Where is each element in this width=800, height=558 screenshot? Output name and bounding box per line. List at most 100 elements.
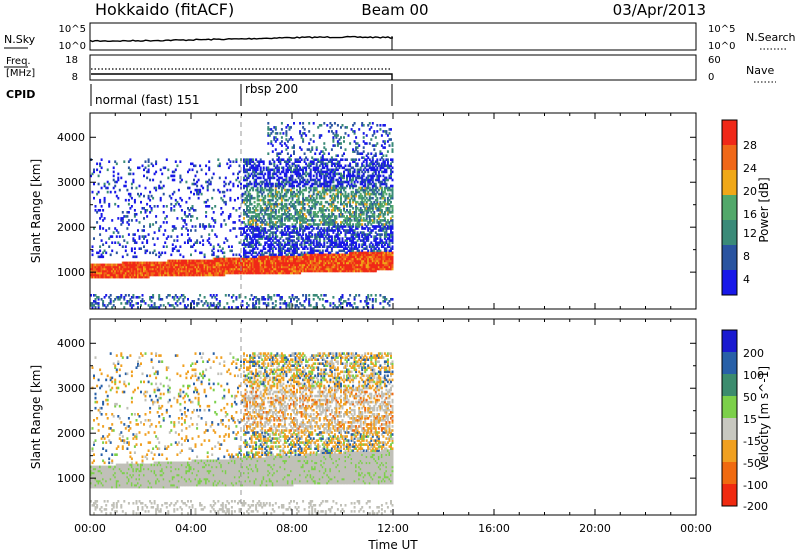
power-cell (273, 160, 275, 163)
power-cell (114, 241, 116, 244)
power-cell (258, 306, 260, 309)
power-cell (167, 235, 169, 238)
power-cell (195, 175, 197, 178)
power-cell (232, 300, 234, 303)
power-cell (281, 140, 283, 143)
power-cell (95, 306, 97, 309)
noise-right-tick-top: 10^5 (708, 24, 735, 35)
power-cell (149, 223, 151, 226)
power-cell (322, 298, 324, 301)
power-cell (142, 165, 144, 168)
power-cell (325, 294, 327, 297)
power-cell (181, 209, 183, 212)
power-cell (149, 179, 151, 182)
power-cell (281, 144, 283, 147)
power-cell (120, 294, 122, 297)
power-cell (282, 132, 284, 135)
power-cell (320, 201, 322, 204)
power-cell (257, 187, 259, 190)
noise-sky-trace (90, 37, 393, 42)
power-cell (239, 241, 241, 244)
power-cell (313, 140, 315, 143)
power-cell (358, 158, 360, 161)
power-cell (193, 306, 195, 309)
power-cell (166, 158, 168, 161)
power-cell (249, 298, 251, 301)
power-cell (272, 144, 274, 147)
power-cell (201, 235, 203, 238)
power-cell (290, 158, 292, 161)
power-cell (292, 175, 294, 178)
power-cell (104, 217, 106, 220)
power-cell (102, 300, 104, 303)
power-cell (355, 294, 357, 297)
power-cell (239, 294, 241, 297)
power-cell (237, 177, 239, 180)
power-cell (304, 207, 306, 210)
power-cell (366, 142, 368, 145)
power-cell (232, 173, 234, 176)
power-cell (349, 142, 351, 145)
power-cell (328, 152, 330, 155)
power-cell (161, 252, 163, 255)
power-cell (116, 163, 118, 166)
power-cell (369, 142, 371, 145)
power-cell (104, 197, 106, 200)
power-cell (102, 227, 104, 230)
power-cell (369, 122, 371, 125)
power-cell (143, 229, 145, 232)
power-cell (187, 298, 189, 301)
power-cell (96, 169, 98, 172)
power-cell (123, 306, 125, 309)
power-cell (217, 158, 219, 161)
power-cell (349, 209, 351, 212)
power-cell (334, 122, 336, 125)
power-cell (257, 209, 259, 212)
power-cell (163, 205, 165, 208)
power-cell (170, 197, 172, 200)
power-cell (223, 191, 225, 194)
power-cell (185, 201, 187, 204)
power-cell (349, 294, 351, 297)
power-cell (211, 229, 213, 232)
power-cell (178, 250, 180, 253)
power-cell (322, 250, 324, 253)
power-cell (136, 241, 138, 244)
power-cell (305, 187, 307, 190)
power-cell (102, 243, 104, 246)
power-cell (292, 294, 294, 297)
power-cell (170, 254, 172, 257)
power-cell (220, 207, 222, 210)
power-cell (305, 215, 307, 218)
power-cell (132, 304, 134, 307)
power-cell (293, 122, 295, 125)
power-cell (320, 294, 322, 297)
power-cell (137, 306, 139, 309)
power-cell (160, 304, 162, 307)
power-cell (299, 187, 301, 190)
power-cell (145, 302, 147, 305)
power-cell (275, 209, 277, 212)
power-cell (205, 173, 207, 176)
power-cell (148, 165, 150, 168)
power-cell (346, 158, 348, 161)
power-cell (166, 205, 168, 208)
power-cell (348, 298, 350, 301)
power-cell (132, 179, 134, 182)
power-cell (148, 158, 150, 161)
power-cell (164, 252, 166, 255)
power-cell (223, 219, 225, 222)
power-cell (331, 235, 333, 238)
power-cell (134, 247, 136, 250)
power-cell (108, 183, 110, 186)
power-cell (214, 205, 216, 208)
power-cell (367, 294, 369, 297)
power-cell (131, 197, 133, 200)
power-cell (342, 158, 344, 161)
power-cell (154, 205, 156, 208)
power-cell (313, 298, 315, 301)
power-cell (302, 122, 304, 125)
power-cell (225, 223, 227, 226)
power-cell (126, 241, 128, 244)
power-cell (189, 187, 191, 190)
